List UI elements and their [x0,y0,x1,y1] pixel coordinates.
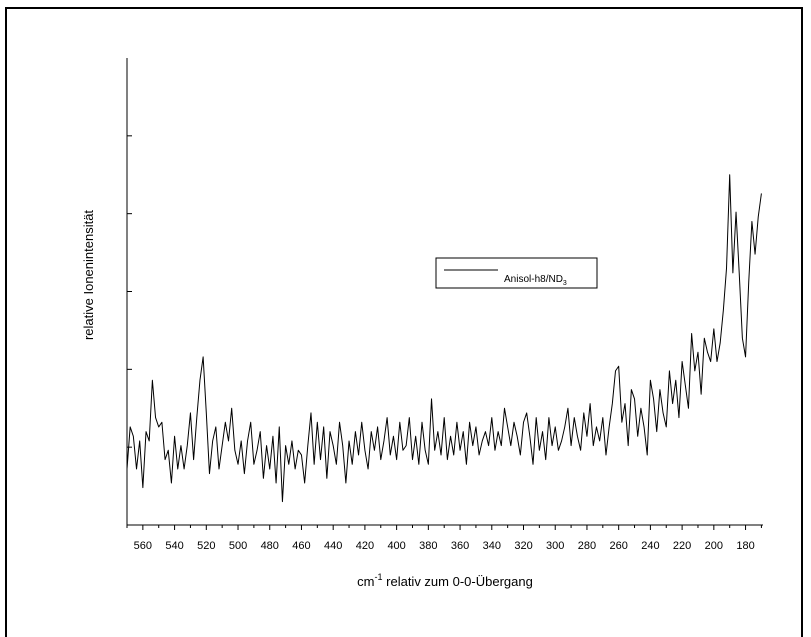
x-tick-label-240: 240 [641,540,659,552]
x-tick-label-440: 440 [324,540,342,552]
x-tick-label-320: 320 [514,540,532,552]
x-tick-label-300: 300 [546,540,564,552]
x-tick-label-220: 220 [673,540,691,552]
x-tick-label-520: 520 [197,540,215,552]
x-tick-label-380: 380 [419,540,437,552]
x-tick-label-400: 400 [387,540,405,552]
x-tick-label-460: 460 [292,540,310,552]
x-tick-label-540: 540 [165,540,183,552]
x-tick-labels: 560 540 520 500 480 460 440 420 400 380 360 340 320 3… [134,540,755,552]
legend-label: Anisol-h8/ND3 [504,274,567,287]
x-axis-title: cm-1 relativ zum 0-0-Übergang [357,572,533,589]
legend: Anisol-h8/ND3 [435,257,598,289]
x-ticks [126,525,762,530]
x-tick-label-500: 500 [229,540,247,552]
x-tick-label-340: 340 [483,540,501,552]
x-tick-label-200: 200 [705,540,723,552]
series-layer [126,174,762,503]
figure-frame [5,7,803,637]
x-tick-label-180: 180 [736,540,754,552]
y-axis-title: relative Ionenintensität [81,210,96,340]
y-ticks [127,135,132,526]
x-tick-label-420: 420 [356,540,374,552]
x-tick-label-280: 280 [578,540,596,552]
plot-area: 560 540 520 500 480 460 440 420 400 380 360 340 320 3… [126,58,763,552]
series-line-0 [126,174,762,503]
legend-box [435,257,598,289]
x-tick-label-480: 480 [261,540,279,552]
x-tick-label-260: 260 [609,540,627,552]
x-tick-label-360: 360 [451,540,469,552]
x-tick-label-560: 560 [134,540,152,552]
